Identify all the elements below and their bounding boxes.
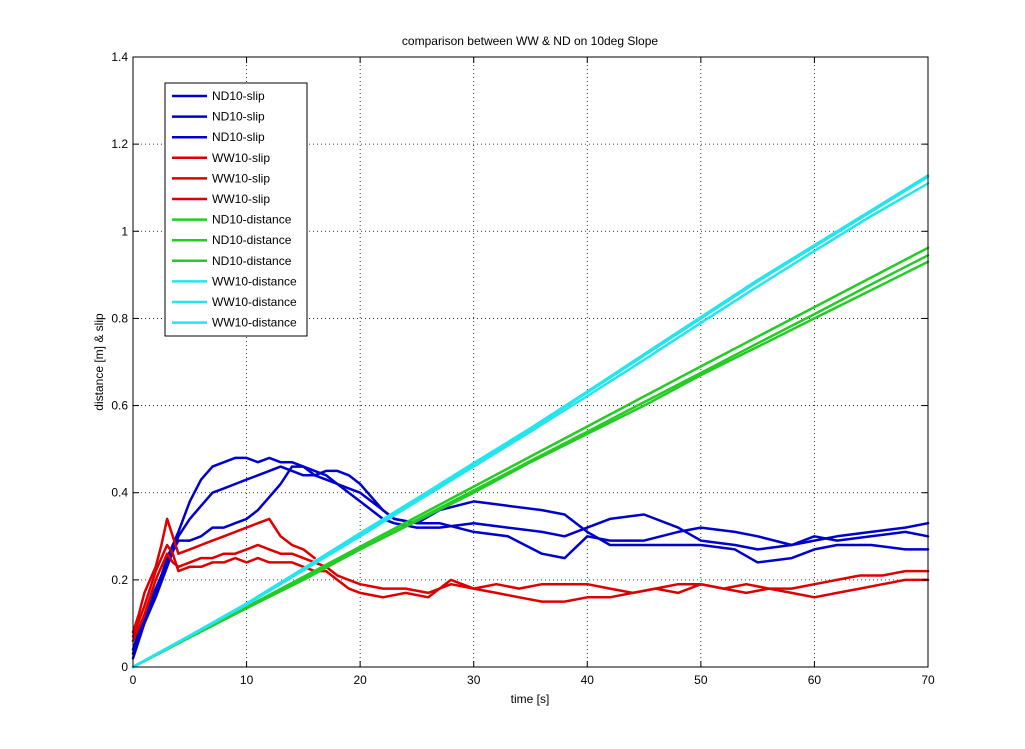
x-tick-label: 10 <box>240 673 254 687</box>
series-line-0-nd10-slip <box>131 465 930 651</box>
legend-entry: ND10-slip <box>172 130 265 144</box>
series-line-8-nd10-distance <box>131 246 930 669</box>
legend-entry: WW10-slip <box>172 192 270 206</box>
legend-entry: WW10-distance <box>172 316 297 330</box>
legend-entry: WW10-distance <box>172 274 297 288</box>
series-line-4-ww10-slip <box>131 543 930 643</box>
legend-label: WW10-slip <box>212 171 270 185</box>
x-tick-label: 30 <box>467 673 481 687</box>
y-tick-label: 0 <box>121 660 128 674</box>
plot-frame <box>132 56 929 668</box>
y-axis-label: distance [m] & slip <box>92 313 106 411</box>
legend-label: WW10-distance <box>212 295 297 309</box>
legend-entry: ND10-slip <box>172 110 265 124</box>
x-tick-label: 50 <box>694 673 708 687</box>
series-layer <box>131 174 930 669</box>
legend-entry: ND10-slip <box>172 89 265 103</box>
series-line-5-ww10-slip <box>131 543 930 638</box>
y-tick-label: 0.6 <box>111 399 128 413</box>
x-tick-label: 60 <box>808 673 822 687</box>
series-line-1-nd10-slip <box>131 456 930 656</box>
legend-label: ND10-slip <box>212 110 265 124</box>
x-tick-label: 0 <box>130 673 137 687</box>
legend: ND10-slip ND10-slip ND10-slip WW10-slip WW10… <box>164 82 308 337</box>
legend-box <box>164 82 308 337</box>
series-line-2-nd10-slip <box>131 465 930 660</box>
legend-entry: ND10-distance <box>172 233 292 247</box>
legend-label: ND10-slip <box>212 130 265 144</box>
legend-label: ND10-slip <box>212 89 265 103</box>
series-line-3-ww10-slip <box>131 517 316 634</box>
legend-label: WW10-distance <box>212 274 297 288</box>
legend-entry: ND10-distance <box>172 213 292 227</box>
x-tick-label: 40 <box>581 673 595 687</box>
x-tick-label: 70 <box>921 673 935 687</box>
legend-label: WW10-slip <box>212 192 270 206</box>
y-tick-label: 0.8 <box>111 311 128 325</box>
legend-entry: ND10-distance <box>172 254 292 268</box>
ticks <box>132 56 929 668</box>
x-axis-label: time [s] <box>511 692 550 706</box>
y-tick-labels: 0 0.2 0.4 0.6 0.8 1 1.2 1.4 <box>111 50 128 674</box>
series-line-7-nd10-distance <box>131 254 930 669</box>
y-tick-label: 1.2 <box>111 137 128 151</box>
legend-entry: WW10-slip <box>172 151 270 165</box>
legend-label: WW10-slip <box>212 151 270 165</box>
legend-label: ND10-distance <box>212 213 292 227</box>
legend-entry: WW10-distance <box>172 295 297 309</box>
series-line-11-ww10-distance <box>131 174 930 669</box>
y-tick-label: 1.4 <box>111 50 128 64</box>
x-tick-labels: 0 10 20 30 40 50 60 70 <box>130 673 935 687</box>
legend-entry: WW10-slip <box>172 171 270 185</box>
legend-label: WW10-distance <box>212 316 297 330</box>
legend-items: ND10-slip ND10-slip ND10-slip WW10-slip WW10… <box>172 89 297 330</box>
y-tick-label: 0.4 <box>111 486 128 500</box>
y-tick-label: 1 <box>121 224 128 238</box>
x-tick-label: 20 <box>353 673 367 687</box>
y-tick-label: 0.2 <box>111 573 128 587</box>
legend-label: ND10-distance <box>212 233 292 247</box>
chart-title: comparison between WW & ND on 10deg Slop… <box>402 34 658 48</box>
legend-label: ND10-distance <box>212 254 292 268</box>
